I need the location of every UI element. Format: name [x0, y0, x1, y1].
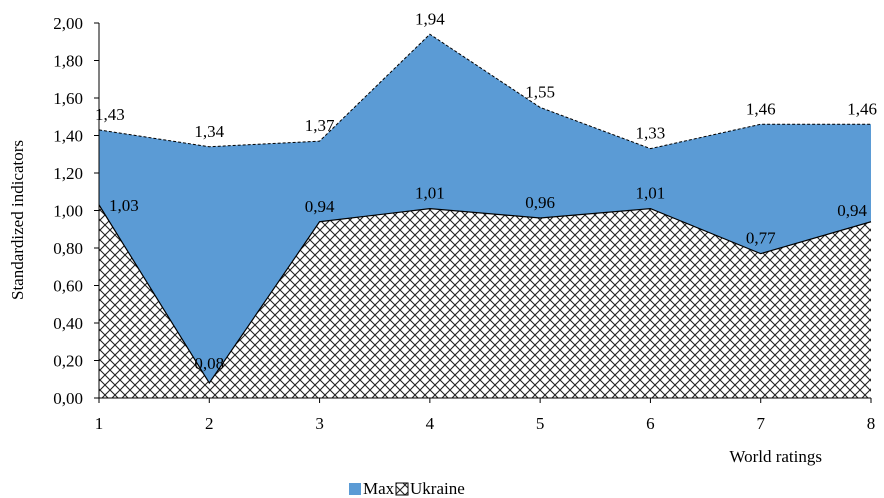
x-axis: 1 2 3 4 5 6 7 8 [95, 397, 876, 433]
ukraine-data-label: 1,03 [109, 196, 139, 215]
legend-label-ukraine: Ukraine [410, 479, 465, 498]
x-tick-label: 2 [205, 414, 214, 433]
ukraine-data-label: 0,77 [746, 229, 776, 248]
max-data-label: 1,37 [305, 116, 335, 135]
plot-area [98, 33, 872, 398]
y-tick-label: 0,80 [53, 239, 83, 258]
y-tick-label: 0,40 [53, 314, 83, 333]
ukraine-data-label: 0,94 [837, 201, 867, 220]
x-tick-label: 7 [756, 414, 765, 433]
ukraine-data-label: 1,01 [415, 184, 445, 203]
max-data-label: 1,43 [95, 105, 125, 124]
max-series-line [98, 33, 871, 150]
data-labels: 1,43 1,34 1,37 1,94 1,55 1,33 1,46 1,46 1,03 0,08… [95, 9, 877, 373]
x-tick-label: 3 [315, 414, 324, 433]
y-tick-label: 1,00 [53, 202, 83, 221]
max-data-label: 1,34 [194, 122, 224, 141]
ukraine-area [99, 204, 871, 398]
y-tick-label: 0,60 [53, 277, 83, 296]
max-data-label: 1,46 [847, 99, 877, 118]
max-data-label: 1,46 [746, 99, 776, 118]
x-tick-label: 5 [536, 414, 545, 433]
x-tick-label: 1 [95, 414, 104, 433]
y-tick-label: 1,80 [53, 52, 83, 71]
legend-label-max: Max [363, 479, 395, 498]
ukraine-data-label: 0,08 [194, 354, 224, 373]
ukraine-data-label: 0,94 [305, 197, 335, 216]
max-data-label: 1,55 [525, 82, 555, 101]
y-tick-label: 1,20 [53, 164, 83, 183]
y-tick-label: 2,00 [53, 14, 83, 33]
y-tick-label: 1,40 [53, 127, 83, 146]
x-tick-label: 6 [646, 414, 655, 433]
y-axis-title: Standardized indicators [8, 140, 27, 300]
y-axis: 0,00 0,20 0,40 0,60 0,80 1,00 1,20 1,40 1,60 1,80… [53, 14, 100, 408]
legend: Max Ukraine [349, 479, 465, 498]
y-tick-label: 0,20 [53, 352, 83, 371]
y-tick-label: 1,60 [53, 89, 83, 108]
ukraine-data-label: 0,96 [525, 193, 555, 212]
x-tick-label: 4 [426, 414, 435, 433]
y-tick-label: 0,00 [53, 389, 83, 408]
ukraine-series-line [98, 204, 872, 385]
x-tick-label: 8 [867, 414, 876, 433]
x-axis-title: World ratings [729, 447, 822, 466]
legend-swatch-ukraine [395, 482, 409, 496]
max-data-label: 1,94 [415, 9, 445, 28]
ukraine-data-label: 1,01 [636, 184, 666, 203]
max-data-label: 1,33 [636, 124, 666, 143]
legend-swatch-max [349, 483, 361, 495]
